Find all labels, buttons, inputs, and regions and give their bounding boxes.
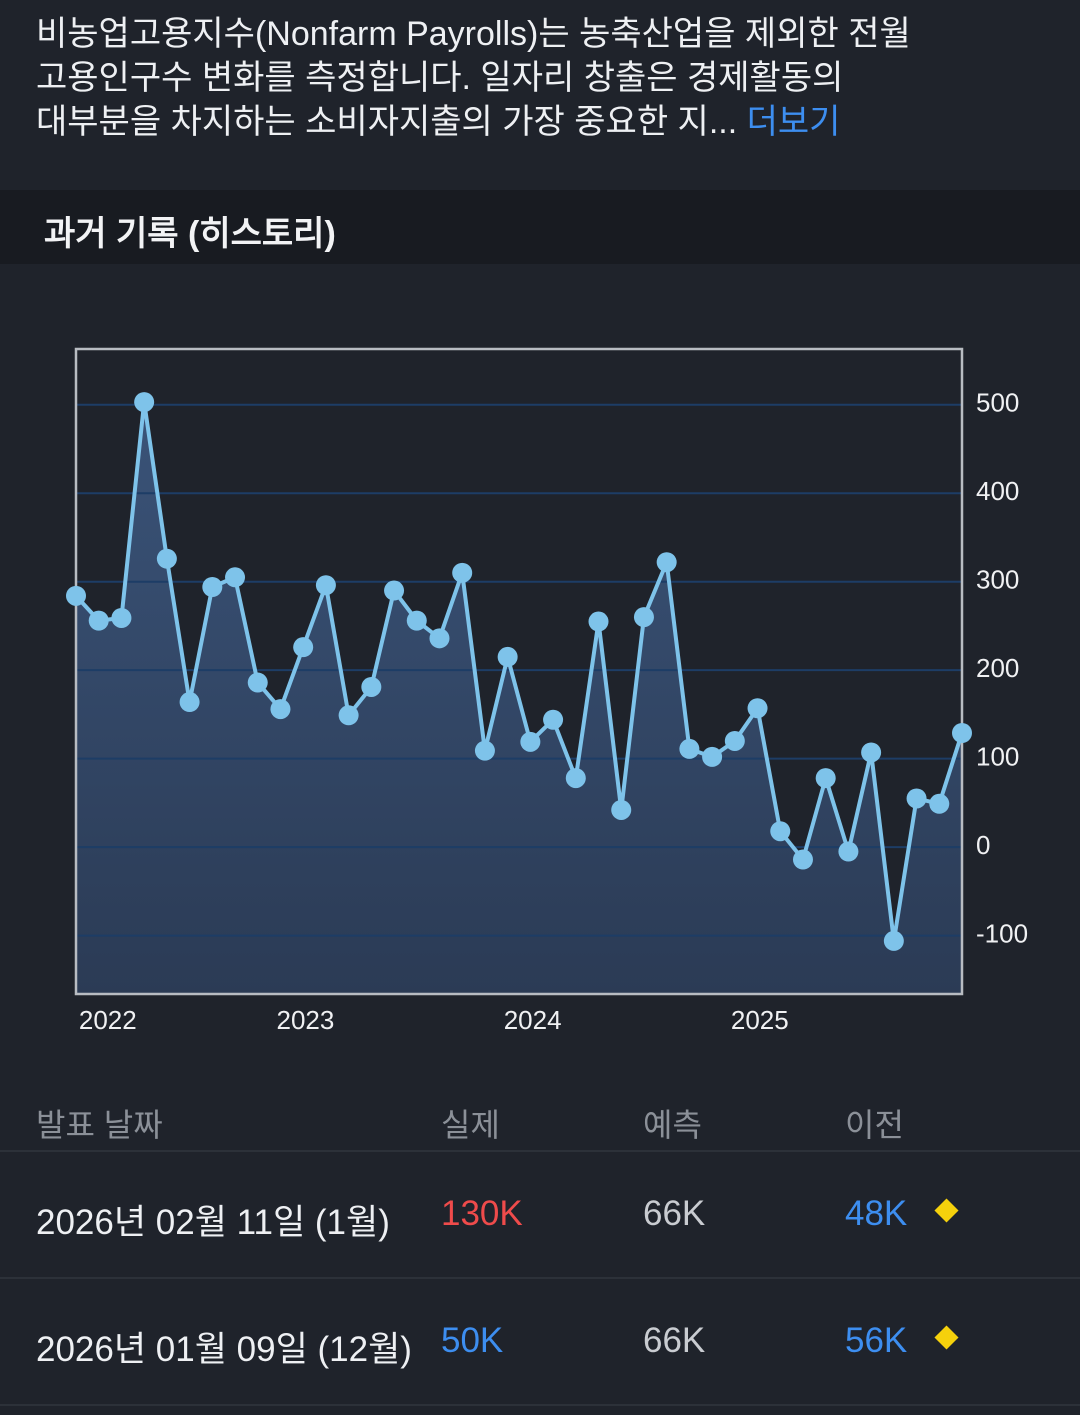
point	[474, 740, 495, 761]
point	[611, 799, 632, 820]
description-line: 비농업고용지수(Nonfarm Payrolls)는 농축산업을 제외한 전월	[36, 15, 911, 53]
y-tick-label: -100	[976, 918, 1028, 948]
point	[724, 730, 745, 751]
point	[588, 611, 609, 632]
y-tick-label: 300	[976, 565, 1019, 595]
point	[202, 577, 223, 598]
point	[747, 698, 768, 719]
description-line: 고용인구수 변화를 측정합니다. 일자리 창출은 경제활동의	[36, 59, 844, 97]
y-tick-label: 500	[976, 388, 1019, 418]
point	[66, 585, 86, 606]
point	[929, 793, 950, 814]
header-cell: 이전	[845, 1107, 904, 1143]
date-cell: 2026년 01월 09일 (12월)	[36, 1330, 412, 1369]
section-header: 과거 기록 (히스토리)	[0, 190, 1080, 264]
point	[452, 562, 473, 583]
point	[429, 628, 450, 649]
previous-cell: 56K	[845, 1321, 908, 1360]
point	[497, 646, 518, 667]
point	[815, 768, 836, 789]
actual-cell: 50K	[441, 1321, 504, 1360]
header-cell: 예측	[643, 1107, 702, 1143]
point	[270, 699, 291, 720]
table-row[interactable]: 2026년 01월 09일 (12월) 50K 66K 56K	[0, 1279, 1080, 1406]
point	[384, 580, 405, 601]
point	[520, 731, 541, 752]
revision-icon	[934, 1325, 959, 1350]
table-row[interactable]: 2026년 02월 11일 (1월) 130K 66K 48K	[0, 1152, 1080, 1279]
point	[111, 607, 132, 628]
point	[838, 841, 859, 862]
actual-cell: 130K	[441, 1194, 523, 1233]
table-header: 발표 날짜 실제 예측 이전	[0, 1090, 1080, 1152]
x-tick-label: 2023	[277, 1005, 335, 1035]
revision-icon	[934, 1198, 959, 1223]
point	[792, 849, 813, 870]
point	[565, 768, 586, 789]
more-link[interactable]: 더보기	[746, 103, 841, 141]
plot-frame	[74, 347, 964, 996]
line	[74, 400, 964, 943]
point	[656, 552, 677, 573]
x-tick-label: 2024	[504, 1005, 562, 1035]
y-tick-label: 200	[976, 653, 1019, 683]
point	[883, 930, 904, 951]
point	[702, 746, 723, 767]
point	[633, 607, 654, 628]
area	[76, 402, 962, 994]
point	[770, 821, 791, 842]
point	[906, 788, 927, 809]
point	[156, 548, 177, 569]
chart: -100 0 100 200 300 400 500 2022 2023 2024 2025	[66, 347, 1028, 1035]
point	[361, 676, 382, 697]
point	[179, 692, 200, 713]
header-cell: 발표 날짜	[36, 1107, 163, 1143]
point	[293, 637, 314, 658]
description-text: 대부분을 차지하는 소비자지출의 가장 중요한 지...	[36, 103, 738, 141]
point	[679, 738, 700, 759]
date-cell: 2026년 02월 11일 (1월)	[36, 1203, 390, 1242]
description-line: 대부분을 차지하는 소비자지출의 가장 중요한 지... 더보기	[36, 100, 1056, 144]
point	[134, 392, 155, 413]
point	[247, 672, 268, 693]
forecast-cell: 66K	[643, 1194, 706, 1233]
point	[88, 610, 109, 631]
x-tick-label: 2025	[731, 1005, 789, 1035]
point	[543, 709, 564, 730]
description: 비농업고용지수(Nonfarm Payrolls)는 농축산업을 제외한 전월 …	[36, 12, 1056, 144]
section-title: 과거 기록 (히스토리)	[44, 215, 336, 253]
y-tick-label: 400	[976, 476, 1019, 506]
point	[952, 722, 972, 743]
point	[406, 610, 427, 631]
forecast-cell: 66K	[643, 1321, 706, 1360]
point	[315, 575, 336, 596]
point	[338, 705, 359, 726]
x-tick-label: 2022	[79, 1005, 137, 1035]
point	[225, 567, 246, 588]
previous-cell: 48K	[845, 1194, 908, 1233]
y-tick-label: 0	[976, 830, 990, 860]
point	[861, 742, 882, 763]
y-tick-label: 100	[976, 742, 1019, 772]
header-cell: 실제	[441, 1107, 500, 1143]
